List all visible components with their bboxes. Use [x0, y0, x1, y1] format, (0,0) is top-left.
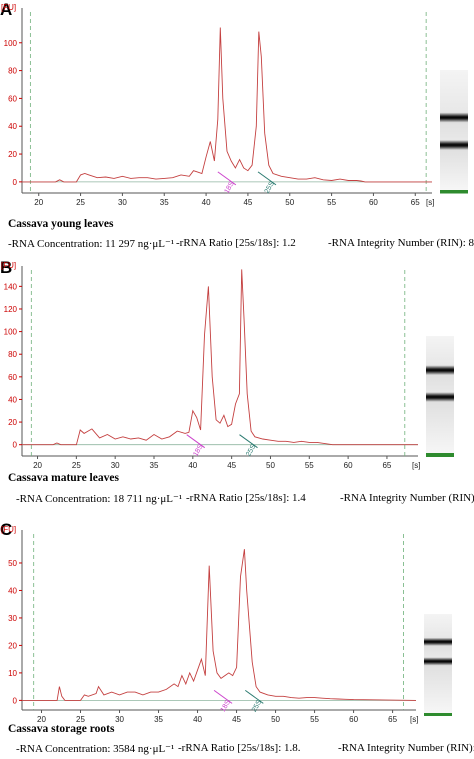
x-tick-label: 45 — [232, 715, 241, 724]
x-tick-label: 25 — [76, 715, 85, 724]
peak-label: 25S — [251, 699, 263, 714]
panel-a: A 0 20 40 60 80 100 [FU] 20 25 30 35 40 45 50 55 60 65 [s… — [0, 0, 474, 253]
x-tick-label: 50 — [285, 198, 294, 207]
x-tick-label: 35 — [154, 715, 163, 724]
gel-lane — [424, 614, 452, 717]
y-tick-label: 20 — [8, 418, 17, 427]
y-axis-label: [FU] — [1, 3, 16, 12]
x-tick-label: 65 — [388, 715, 397, 724]
y-tick-label: 30 — [8, 614, 17, 623]
electropherogram-trace — [22, 269, 418, 446]
panel-letter: A — [0, 0, 13, 19]
x-tick-label: 25 — [72, 461, 81, 470]
gel-lane — [426, 336, 454, 458]
peak-label: 18S — [220, 699, 232, 714]
x-tick-label: 20 — [34, 198, 43, 207]
y-tick-label: 10 — [8, 669, 17, 678]
y-tick-label: 0 — [13, 696, 18, 705]
rin-value: -RNA Integrity Number (RIN): 8.1 — [338, 742, 474, 754]
x-tick-label: 35 — [160, 198, 169, 207]
x-tick-label: 65 — [382, 461, 391, 470]
x-tick-label: 45 — [243, 198, 252, 207]
y-tick-label: 50 — [8, 559, 17, 568]
x-tick-label: 60 — [369, 198, 378, 207]
y-tick-label: 60 — [8, 373, 17, 382]
electropherogram-trace — [22, 27, 432, 183]
x-tick-label: 65 — [411, 198, 420, 207]
x-tick-label: 20 — [37, 715, 46, 724]
y-tick-label: 0 — [13, 441, 18, 450]
y-tick-label: 20 — [8, 150, 17, 159]
x-tick-label: 25 — [76, 198, 85, 207]
x-tick-label: 30 — [115, 715, 124, 724]
electropherogram-chart: 0 10 20 30 40 50 [FU] 20 25 30 35 40 45 50 55 60 65 [s] 18… — [1, 525, 418, 724]
rrna-ratio: -rRNA Ratio [25s/18s]: 1.8. — [178, 742, 301, 754]
electropherogram-chart: 0 20 40 60 80 100 120 140 [FU] 20 25 30 35 40 45 50 55 60… — [1, 261, 420, 470]
rna-concentration: -RNA Concentration: 3584 ng·μL⁻¹ — [16, 743, 175, 755]
x-tick-label: 55 — [310, 715, 319, 724]
y-tick-label: 100 — [4, 39, 18, 48]
y-axis-label: [FU] — [1, 525, 16, 534]
x-tick-label: 40 — [193, 715, 202, 724]
y-tick-label: 0 — [13, 178, 18, 187]
y-axis-label: [FU] — [1, 261, 16, 270]
peak-area-line — [257, 171, 277, 186]
peak-area-line — [244, 689, 264, 704]
y-tick-label: 40 — [8, 586, 17, 595]
rrna-ratio: -rRNA Ratio [25s/18s]: 1.4 — [186, 492, 306, 504]
x-tick-label: 20 — [33, 461, 42, 470]
rna-concentration: -RNA Concentration: 18 711 ng·μL⁻¹ — [16, 493, 183, 505]
y-tick-label: 20 — [8, 641, 17, 650]
y-tick-label: 40 — [8, 395, 17, 404]
y-tick-label: 80 — [8, 350, 17, 359]
x-axis-label: [s] — [410, 715, 418, 724]
peak-area-line — [217, 171, 237, 186]
x-tick-label: 35 — [150, 461, 159, 470]
x-tick-label: 30 — [118, 198, 127, 207]
y-tick-label: 80 — [8, 67, 17, 76]
x-tick-label: 45 — [227, 461, 236, 470]
sample-name: Cassava storage roots — [8, 723, 115, 735]
x-tick-label: 60 — [349, 715, 358, 724]
peak-area-line — [239, 434, 258, 449]
rin-value: -RNA Integrity Number (RIN): 7.2 — [340, 492, 474, 504]
x-tick-label: 55 — [305, 461, 314, 470]
electropherogram-trace — [22, 549, 417, 701]
y-tick-label: 60 — [8, 94, 17, 103]
rrna-ratio: -rRNA Ratio [25s/18s]: 1.2 — [176, 237, 296, 249]
sample-name: Cassava mature leaves — [8, 472, 119, 484]
rin-value: -RNA Integrity Number (RIN): 8 — [328, 237, 474, 249]
x-tick-label: 55 — [327, 198, 336, 207]
panel-b: B 0 20 40 60 80 100 120 140 [FU] 20 25 30 35 40 45 50 55… — [0, 258, 474, 515]
x-tick-label: 30 — [111, 461, 120, 470]
y-tick-label: 100 — [4, 328, 18, 337]
x-axis-label: [s] — [412, 461, 420, 470]
gel-lane — [440, 70, 468, 195]
y-tick-label: 120 — [4, 305, 18, 314]
x-tick-label: 50 — [271, 715, 280, 724]
panel-c: C 0 10 20 30 40 50 [FU] 20 25 30 35 40 45 50 55 60 65 [s]… — [0, 520, 474, 759]
panel-letter: C — [0, 520, 13, 539]
peak-area-line — [213, 689, 233, 704]
peak-area-line — [186, 434, 205, 449]
x-tick-label: 50 — [266, 461, 275, 470]
y-tick-label: 40 — [8, 122, 17, 131]
panel-letter: B — [0, 258, 13, 277]
y-tick-label: 140 — [4, 282, 18, 291]
x-tick-label: 40 — [188, 461, 197, 470]
x-axis-label: [s] — [426, 198, 434, 207]
sample-name: Cassava young leaves — [8, 218, 114, 230]
x-tick-label: 40 — [202, 198, 211, 207]
rna-concentration: -RNA Concentration: 11 297 ng·μL⁻¹ — [8, 238, 175, 250]
x-tick-label: 60 — [344, 461, 353, 470]
